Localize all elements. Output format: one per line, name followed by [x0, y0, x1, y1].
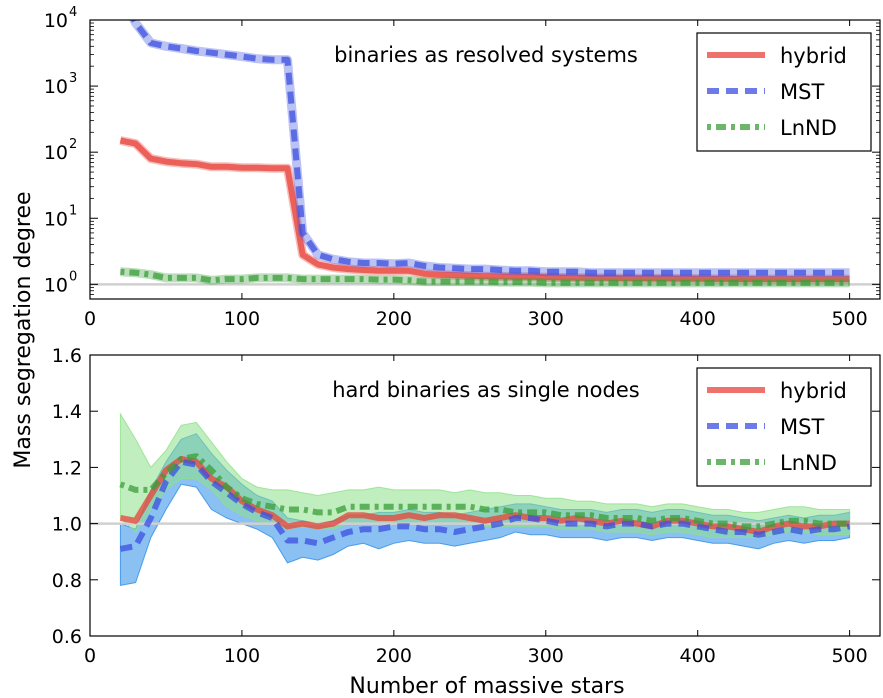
y-tick-label: 10 — [44, 76, 68, 98]
x-tick-label: 0 — [84, 308, 96, 330]
bottom-panel: 0 100 200 300 400 500 0.6 0.8 1.0 1.2 1.4 1.6 hard … — [52, 345, 881, 667]
y-tick-label: 10 — [44, 274, 68, 296]
x-tick-label: 400 — [680, 308, 716, 330]
y-tick-label: 10 — [44, 208, 68, 230]
legend-label-mst: MST — [780, 415, 824, 439]
y-axis-label: Mass segregation degree — [11, 191, 36, 468]
y-tick-label: 0.6 — [52, 626, 82, 648]
x-tick-label: 500 — [831, 308, 867, 330]
y-tick-exponent: 4 — [69, 5, 77, 20]
y-tick-label: 10 — [44, 10, 68, 32]
y-tick-label: 1.4 — [52, 401, 82, 423]
legend-label-lnnd: LnND — [780, 451, 837, 475]
x-tick-label: 300 — [528, 308, 564, 330]
x-tick-label: 300 — [528, 645, 564, 667]
y-tick-label: 1.6 — [52, 345, 82, 367]
series-line-lnnd — [120, 268, 850, 286]
x-tick-label: 200 — [376, 308, 412, 330]
y-tick-exponent: 1 — [69, 203, 77, 218]
x-tick-label: 500 — [831, 645, 867, 667]
y-tick-label: 10 — [44, 142, 68, 164]
series-band-hybrid — [119, 136, 850, 284]
bottom-plot-frame — [89, 354, 881, 637]
legend-label-hybrid: hybrid — [780, 379, 847, 403]
legend-label-mst: MST — [780, 80, 824, 104]
y-tick-exponent: 2 — [69, 137, 77, 152]
x-tick-label: 400 — [680, 645, 716, 667]
series-line-mst — [130, 20, 850, 276]
x-tick-label: 100 — [224, 645, 260, 667]
y-tick-label: 1.2 — [52, 457, 82, 479]
legend-label-hybrid: hybrid — [780, 44, 847, 68]
series-line-hybrid — [119, 137, 850, 283]
x-tick-label: 0 — [84, 645, 96, 667]
y-tick-exponent: 0 — [69, 269, 77, 284]
x-axis-label: Number of massive stars — [349, 674, 624, 698]
top-panel-annotation: binaries as resolved systems — [334, 43, 638, 67]
bottom-panel-annotation: hard binaries as single nodes — [332, 378, 639, 402]
bottom-legend: hybrid MST LnND — [696, 367, 872, 487]
y-tick-exponent: 3 — [69, 71, 77, 86]
top-legend: hybrid MST LnND — [696, 32, 872, 152]
series-line-lnnd — [119, 453, 850, 530]
legend-label-lnnd: LnND — [780, 116, 837, 140]
x-tick-label: 200 — [376, 645, 412, 667]
x-tick-label: 100 — [224, 308, 260, 330]
y-tick-label: 0.8 — [52, 570, 82, 592]
y-tick-label: 1.0 — [52, 514, 82, 536]
top-plot-frame — [89, 19, 881, 300]
